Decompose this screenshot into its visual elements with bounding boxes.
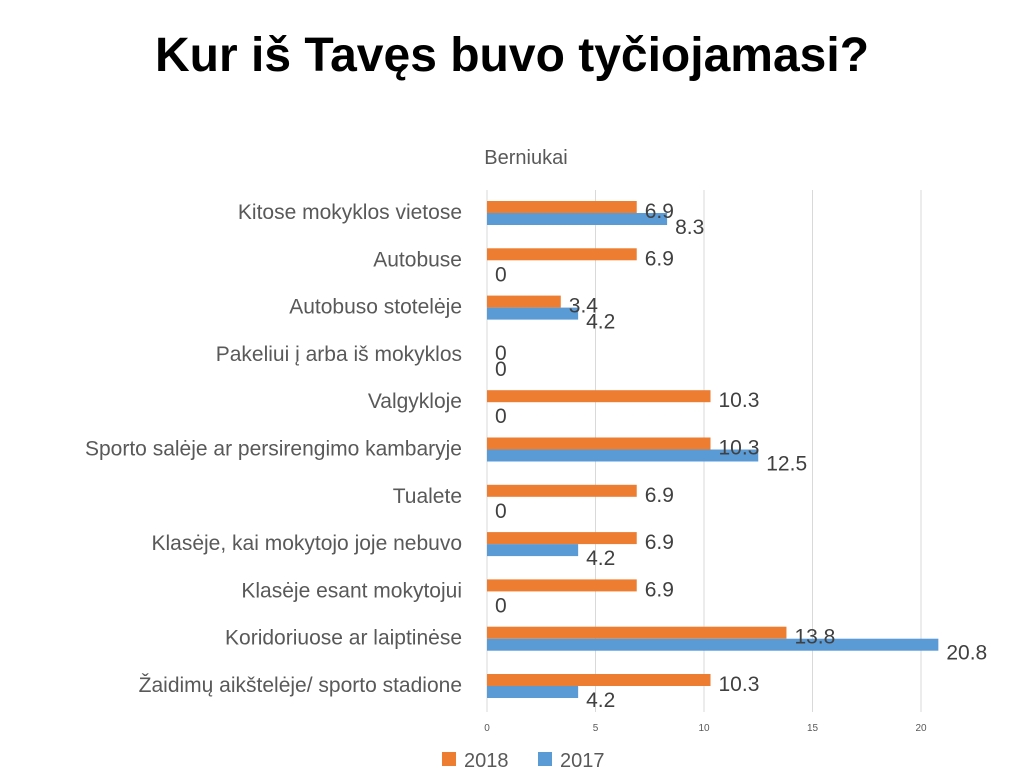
bar-2017 bbox=[487, 544, 579, 557]
bar-2017 bbox=[487, 686, 579, 698]
value-label-2018: 10.3 bbox=[719, 437, 760, 460]
chart-title: Berniukai bbox=[484, 147, 567, 169]
legend-label-2017: 2017 bbox=[560, 750, 605, 768]
bar-2018 bbox=[487, 437, 711, 450]
value-label-2017: 4.2 bbox=[586, 547, 615, 570]
category-label: Autobuso stotelėje bbox=[289, 296, 462, 319]
value-label-2017: 0 bbox=[495, 500, 507, 523]
x-tick-label: 10 bbox=[698, 723, 710, 734]
value-label-2017: 12.5 bbox=[766, 453, 807, 476]
category-label: Autobuse bbox=[373, 248, 462, 271]
bar-2018 bbox=[487, 390, 711, 403]
bar-2018 bbox=[487, 484, 637, 497]
value-label-2017: 8.3 bbox=[675, 216, 704, 239]
chart-bars bbox=[487, 201, 939, 698]
bar-2018 bbox=[487, 579, 637, 592]
value-label-2017: 20.8 bbox=[946, 642, 987, 665]
value-label-2018: 6.9 bbox=[645, 531, 674, 554]
category-label: Klasėje esant mokytojui bbox=[241, 579, 462, 602]
category-label: Pakeliui į arba iš mokyklos bbox=[216, 343, 462, 366]
value-label-2017: 0 bbox=[495, 263, 507, 286]
x-tick-label: 15 bbox=[807, 723, 819, 734]
category-label: Sporto salėje ar persirengimo kambaryje bbox=[85, 438, 462, 461]
value-label-2018: 0 bbox=[495, 342, 507, 365]
x-axis-ticks: 0 5 10 15 20 bbox=[484, 723, 927, 734]
x-tick-label: 0 bbox=[484, 723, 490, 734]
category-label: Žaidimų aikštelėje/ sporto stadione bbox=[139, 674, 462, 697]
value-label-2018: 3.4 bbox=[569, 295, 599, 318]
value-label-2018: 6.9 bbox=[645, 247, 674, 270]
value-label-2018: 13.8 bbox=[794, 626, 835, 649]
bar-2018 bbox=[487, 626, 787, 639]
legend-swatch-2018 bbox=[442, 752, 456, 766]
value-label-2017: 0 bbox=[495, 358, 507, 381]
slide-title: Kur iš Tavęs buvo tyčiojamasi? bbox=[154, 29, 870, 82]
chart-legend: 2018 2017 bbox=[442, 750, 605, 768]
legend-swatch-2017 bbox=[538, 752, 552, 766]
category-labels: Kitose mokyklos vietose Autobuse Autobuso … bbox=[85, 201, 462, 697]
value-label-2017: 4.2 bbox=[586, 311, 615, 334]
category-label: Valgykloje bbox=[368, 390, 462, 413]
category-label: Tualete bbox=[393, 485, 462, 508]
bar-2018 bbox=[487, 532, 637, 545]
bar-2018 bbox=[487, 248, 637, 261]
bar-2017 bbox=[487, 213, 668, 225]
category-label: Klasėje, kai mokytojo joje nebuvo bbox=[151, 532, 462, 555]
category-label: Koridoriuose ar laiptinėse bbox=[225, 627, 462, 650]
value-label-2018: 6.9 bbox=[645, 578, 674, 601]
legend-label-2018: 2018 bbox=[464, 750, 509, 768]
bar-2018 bbox=[487, 201, 637, 213]
value-labels: 6.98.36.903.44.20010.3010.312.56.906.94.… bbox=[495, 200, 987, 712]
bar-2018 bbox=[487, 295, 561, 308]
bar-2017 bbox=[487, 638, 939, 651]
x-tick-label: 5 bbox=[593, 723, 599, 734]
value-label-2018: 10.3 bbox=[719, 673, 760, 696]
bar-2018 bbox=[487, 674, 711, 686]
value-label-2018: 6.9 bbox=[645, 200, 674, 223]
bar-2017 bbox=[487, 449, 759, 462]
x-tick-label: 20 bbox=[915, 723, 927, 734]
value-label-2017: 0 bbox=[495, 594, 507, 617]
value-label-2017: 4.2 bbox=[586, 689, 615, 712]
bar-2017 bbox=[487, 307, 579, 320]
value-label-2018: 6.9 bbox=[645, 484, 674, 507]
value-label-2018: 10.3 bbox=[719, 389, 760, 412]
value-label-2017: 0 bbox=[495, 405, 507, 428]
category-label: Kitose mokyklos vietose bbox=[238, 201, 462, 224]
